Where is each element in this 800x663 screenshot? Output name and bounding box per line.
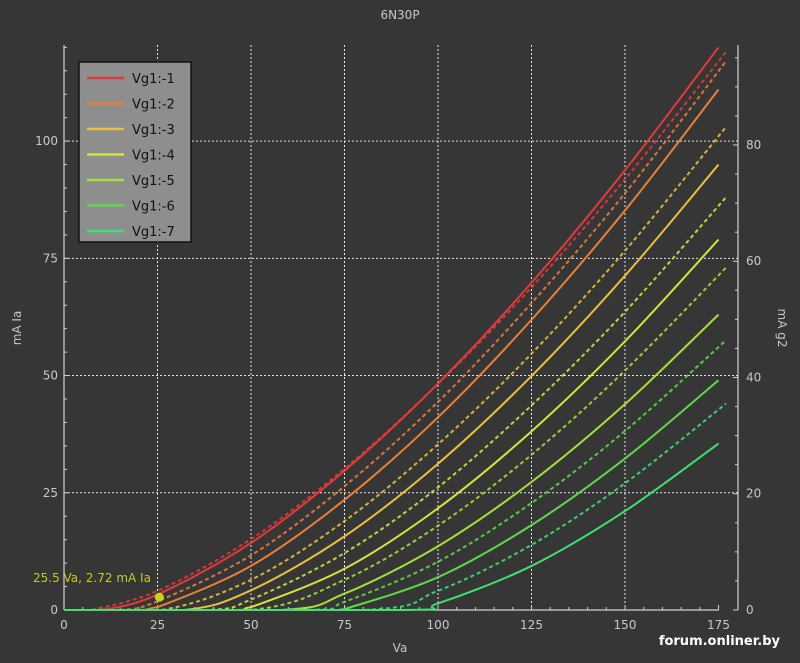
series-line [64,442,720,612]
series-dashed-line [64,51,727,611]
y2-tick-label: 20 [746,487,761,501]
series-dashed-line [64,266,727,611]
cursor-point [154,592,164,602]
x-tick-label: 100 [427,618,450,632]
watermark: forum.onliner.by [658,634,780,649]
series-dashed-line [64,60,727,611]
legend-label: Vg1:-5 [132,174,175,189]
series-dashed-line [64,339,727,611]
series-line [64,379,720,612]
curves [64,46,727,612]
y2-axis-label: mA g2 [775,309,789,348]
series-dashed-line [64,402,727,612]
legend: Vg1:-1 Vg1:-2 Vg1:-3 Vg1:-4 Vg1:-5 Vg1:-6 Vg1:… [78,61,192,243]
series-dashed-line [64,126,727,612]
x-tick-label: 175 [707,618,730,632]
y2-tick-label: 0 [746,603,754,617]
y-tick-label: 25 [43,486,58,500]
x-tick-label: 25 [150,618,165,632]
legend-label: Vg1:-7 [132,225,175,240]
annotation: 25.5 Va, 2.72 mA Ia [33,571,164,602]
cursor-readout: 25.5 Va, 2.72 mA Ia [33,571,151,585]
x-tick-label: 50 [243,618,258,632]
series-line [64,163,720,611]
y2-tick-label: 40 [746,370,761,384]
x-tick-label: 125 [520,618,543,632]
legend-label: Vg1:-1 [132,72,175,87]
y-tick-label: 50 [43,369,58,383]
y2-tick-label: 60 [746,254,761,268]
x-tick-label: 75 [337,618,352,632]
legend-label: Vg1:-2 [132,98,175,113]
x-tick-label: 150 [614,618,637,632]
y-tick-label: 100 [35,134,58,148]
legend-label: Vg1:-4 [132,149,175,164]
x-tick-label: 0 [60,618,68,632]
y2-tick-label: 80 [746,138,761,152]
x-axis-label: Va [393,641,408,655]
y-axis-label: mA Ia [10,311,24,346]
series-line [64,46,720,611]
chart-title: 6N30P [380,8,419,22]
legend-label: Vg1:-6 [132,200,175,215]
y-tick-label: 0 [50,603,58,617]
y-tick-label: 75 [43,251,58,265]
legend-label: Vg1:-3 [132,123,175,138]
